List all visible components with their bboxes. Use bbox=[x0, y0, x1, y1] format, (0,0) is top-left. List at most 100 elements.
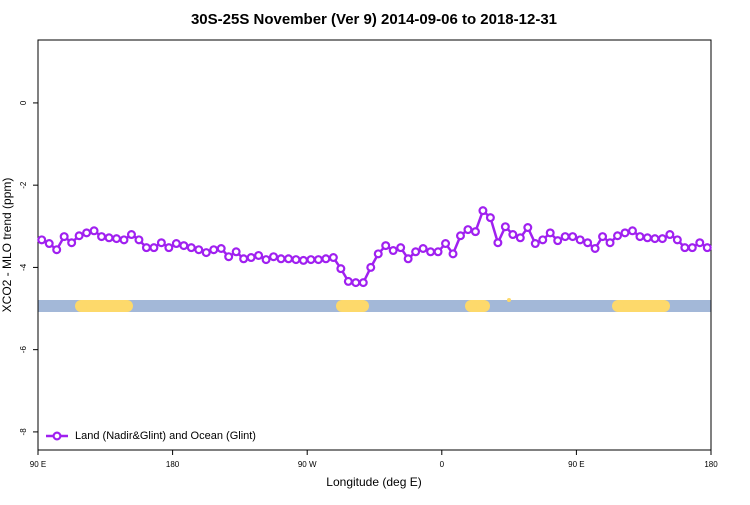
data-point bbox=[650, 234, 660, 244]
data-point bbox=[568, 232, 578, 242]
data-point bbox=[695, 238, 705, 248]
land-segment bbox=[465, 300, 477, 312]
x-tick-label: 0 bbox=[440, 460, 445, 469]
data-point bbox=[358, 278, 368, 288]
data-point bbox=[186, 243, 196, 253]
data-point bbox=[37, 235, 47, 245]
data-point bbox=[508, 230, 518, 240]
data-point bbox=[59, 232, 69, 242]
land-segment bbox=[658, 300, 670, 312]
data-point bbox=[687, 243, 697, 253]
data-point bbox=[261, 255, 271, 265]
data-point bbox=[224, 252, 234, 262]
data-point bbox=[269, 252, 279, 262]
data-point bbox=[598, 232, 608, 242]
data-point bbox=[523, 223, 533, 233]
y-tick-label: 0 bbox=[19, 100, 28, 105]
data-point bbox=[493, 238, 503, 248]
x-tick-label: 180 bbox=[704, 460, 718, 469]
data-point bbox=[500, 222, 510, 232]
data-point bbox=[171, 239, 181, 249]
legend-marker bbox=[52, 431, 62, 441]
data-point bbox=[620, 228, 630, 238]
x-tick-label: 90 E bbox=[568, 460, 584, 469]
data-point bbox=[89, 226, 99, 236]
data-point bbox=[134, 235, 144, 245]
data-point bbox=[403, 254, 413, 264]
x-axis-title: Longitude (deg E) bbox=[326, 475, 421, 489]
data-point bbox=[149, 243, 159, 253]
data-point bbox=[231, 247, 241, 257]
data-point bbox=[605, 238, 615, 248]
land-segment bbox=[357, 300, 369, 312]
data-point bbox=[328, 253, 338, 263]
y-axis-title: XCO2 - MLO trend (ppm) bbox=[0, 178, 14, 313]
data-point bbox=[284, 254, 294, 264]
data-point bbox=[642, 233, 652, 243]
data-point bbox=[575, 235, 585, 245]
plot-frame bbox=[37, 39, 712, 451]
x-tick-label: 180 bbox=[166, 460, 180, 469]
surface-band bbox=[38, 298, 711, 312]
data-point bbox=[164, 243, 174, 253]
data-point bbox=[44, 239, 54, 249]
data-point bbox=[351, 278, 361, 288]
series-line bbox=[41, 208, 708, 284]
data-point bbox=[485, 213, 495, 223]
data-point bbox=[313, 255, 323, 265]
data-point bbox=[441, 239, 451, 249]
data-point bbox=[635, 232, 645, 242]
data-point bbox=[321, 254, 331, 264]
data-point bbox=[396, 243, 406, 253]
land-segment bbox=[342, 300, 363, 312]
data-point bbox=[470, 227, 480, 237]
data-point bbox=[254, 250, 264, 260]
data-point bbox=[246, 253, 256, 263]
data-point bbox=[463, 225, 473, 235]
legend-label: Land (Nadir&Glint) and Ocean (Glint) bbox=[75, 430, 256, 442]
y-tick-label: -6 bbox=[19, 346, 28, 354]
data-point bbox=[538, 235, 548, 245]
x-tick-label: 90 E bbox=[30, 460, 46, 469]
data-point bbox=[448, 249, 458, 259]
data-point bbox=[141, 243, 151, 253]
data-point bbox=[560, 232, 570, 242]
data-point bbox=[67, 238, 77, 248]
data-point bbox=[426, 247, 436, 257]
data-point bbox=[672, 235, 682, 245]
ocean-band bbox=[38, 300, 711, 312]
data-point bbox=[366, 262, 376, 272]
data-point bbox=[388, 246, 398, 256]
land-segment bbox=[336, 300, 348, 312]
data-point bbox=[209, 245, 219, 255]
data-point bbox=[276, 254, 286, 264]
data-point bbox=[239, 254, 249, 264]
data-point bbox=[306, 255, 316, 265]
data-point bbox=[298, 255, 308, 265]
data-point bbox=[336, 264, 346, 274]
data-point bbox=[478, 206, 488, 216]
data-point bbox=[433, 247, 443, 257]
data-point bbox=[373, 249, 383, 259]
data-point bbox=[418, 243, 428, 253]
data-point bbox=[665, 230, 675, 240]
data-point bbox=[343, 276, 353, 286]
data-point bbox=[545, 228, 555, 238]
data-point bbox=[590, 243, 600, 253]
data-point bbox=[201, 248, 211, 258]
data-point bbox=[613, 231, 623, 241]
x-tick-label: 90 W bbox=[298, 460, 317, 469]
land-segment bbox=[612, 300, 624, 312]
data-point bbox=[104, 233, 114, 243]
land-segment bbox=[507, 298, 511, 302]
data-point bbox=[52, 245, 62, 255]
y-tick-label: -2 bbox=[19, 181, 28, 189]
data-point bbox=[627, 226, 637, 236]
data-point bbox=[702, 243, 712, 253]
data-point bbox=[179, 241, 189, 251]
data-point bbox=[530, 239, 540, 249]
y-tick-label: -4 bbox=[19, 263, 28, 271]
land-segment bbox=[121, 300, 133, 312]
data-point bbox=[156, 238, 166, 248]
